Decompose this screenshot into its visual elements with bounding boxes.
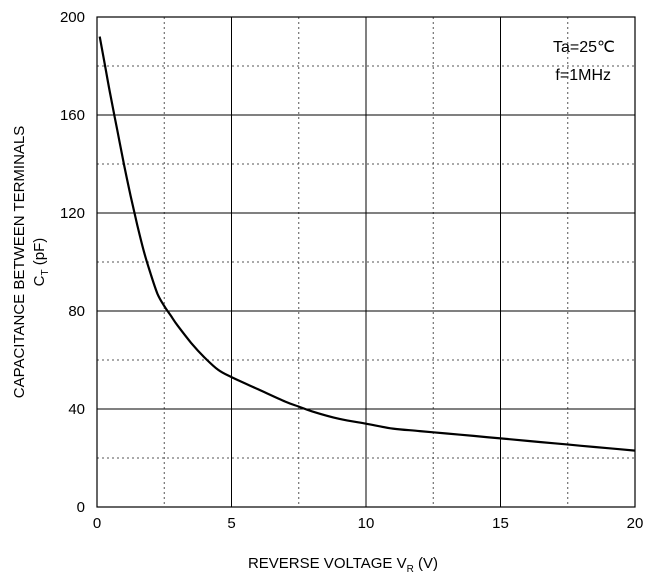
- x-tick-label: 15: [492, 515, 509, 532]
- series-line: [98, 36, 636, 452]
- y-axis-title-symbol: CT (pF): [31, 238, 51, 287]
- grid: [96, 16, 636, 508]
- y-tick-label: 80: [68, 303, 85, 320]
- annotation-temperature: Ta=25℃: [553, 39, 615, 56]
- y-tick-label: 0: [77, 499, 85, 516]
- x-axis-title: REVERSE VOLTAGE VR (V): [248, 555, 438, 575]
- y-tick-label: 200: [60, 9, 85, 26]
- plot-frame: [96, 16, 636, 508]
- y-tick-label: 40: [68, 401, 85, 418]
- y-tick-label: 120: [60, 205, 85, 222]
- annotation-frequency: f=1MHz: [555, 67, 611, 84]
- x-tick-label: 5: [227, 515, 235, 532]
- y-tick-label: 160: [60, 107, 85, 124]
- x-tick-label: 20: [627, 515, 644, 532]
- x-tick-label: 10: [358, 515, 375, 532]
- y-axis-title: CAPACITANCE BETWEEN TERMINALS: [11, 126, 28, 399]
- x-tick-label: 0: [93, 515, 101, 532]
